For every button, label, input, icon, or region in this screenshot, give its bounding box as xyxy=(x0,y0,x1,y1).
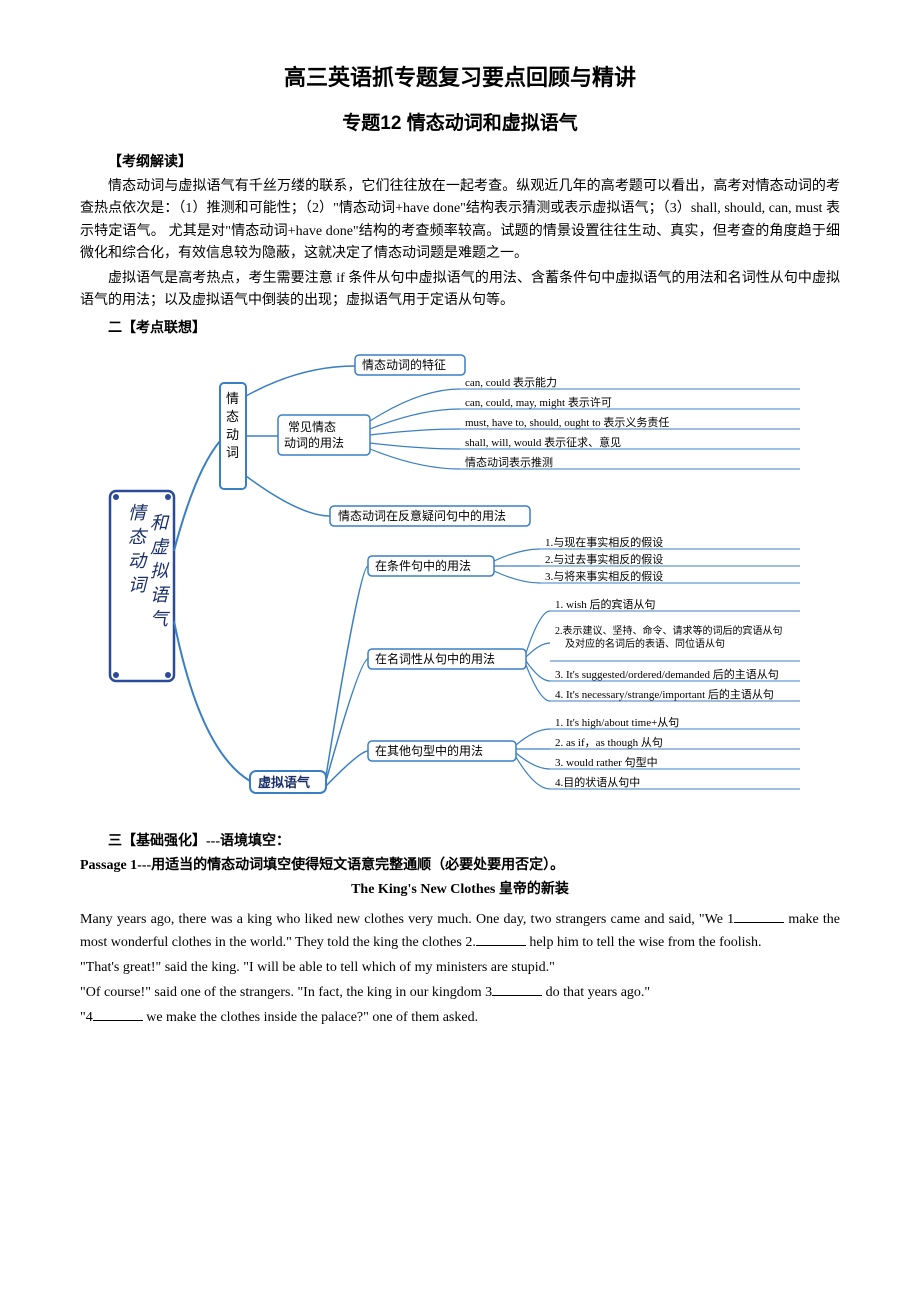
svg-text:虚: 虚 xyxy=(150,537,170,557)
modal-leaf-0: can, could 表示能力 xyxy=(465,375,557,389)
blank-4[interactable] xyxy=(93,1006,143,1021)
story-p4a: "4 xyxy=(80,1010,93,1025)
section3-head: 三【基础强化】---语境填空： xyxy=(80,831,840,853)
section1-para2: 虚拟语气是高考热点，考生需要注意 if 条件从句中虚拟语气的用法、含蓄条件句中虚… xyxy=(80,268,840,313)
branch-modal-label: 情 xyxy=(226,391,239,406)
subj-c3-leaf-2: 3. would rather 句型中 xyxy=(555,755,658,769)
story-p1a: Many years ago, there was a king who lik… xyxy=(80,912,734,927)
svg-text:情: 情 xyxy=(128,503,149,523)
svg-text:常见情态: 常见情态 xyxy=(288,420,336,434)
mindmap-diagram: 情 态 动 词 和 虚 拟 语 气 情 态 动 词 情态动词的特征 常见情态 动… xyxy=(80,351,840,811)
modal-leaf-3: shall, will, would 表示征求、意见 xyxy=(465,435,621,449)
subj-c1: 在条件句中的用法 xyxy=(375,558,471,573)
svg-text:语: 语 xyxy=(150,585,171,605)
svg-text:态: 态 xyxy=(226,409,239,424)
page-subtitle: 专题12 情态动词和虚拟语气 xyxy=(80,109,840,139)
branch-subj-label: 虚拟语气 xyxy=(258,775,310,790)
story-body: Many years ago, there was a king who lik… xyxy=(80,908,840,1030)
subj-c2-leaf-3: 4. It's necessary/strange/important 后的主语… xyxy=(555,687,774,701)
svg-text:及对应的名词后的表语、同位语从句: 及对应的名词后的表语、同位语从句 xyxy=(565,637,725,650)
modal-leaf-1: can, could, may, might 表示许可 xyxy=(465,395,612,409)
subj-c1-leaf-1: 2.与过去事实相反的假设 xyxy=(545,552,663,566)
section2-head: 二【考点联想】 xyxy=(80,318,840,340)
svg-text:动: 动 xyxy=(226,427,239,442)
svg-text:词: 词 xyxy=(226,445,239,460)
svg-text:拟: 拟 xyxy=(150,561,170,581)
subj-c3-leaf-3: 4.目的状语从句中 xyxy=(555,775,640,789)
svg-text:态: 态 xyxy=(128,527,149,547)
blank-2[interactable] xyxy=(476,931,526,946)
section1-head: 【考纲解读】 xyxy=(80,152,840,174)
blank-3[interactable] xyxy=(492,981,542,996)
passage1-title: The King's New Clothes 皇帝的新装 xyxy=(80,879,840,901)
story-p3b: do that years ago." xyxy=(542,985,650,1000)
subj-c1-leaf-0: 1.与现在事实相反的假设 xyxy=(545,535,663,549)
story-p4b: we make the clothes inside the palace?" … xyxy=(143,1010,478,1025)
modal-n1: 情态动词的特征 xyxy=(362,357,446,372)
svg-text:动词的用法: 动词的用法 xyxy=(284,435,344,450)
story-p3a: "Of course!" said one of the strangers. … xyxy=(80,985,492,1000)
subj-c3-leaf-0: 1. It's high/about time+从句 xyxy=(555,716,679,729)
svg-text:动: 动 xyxy=(128,551,148,571)
svg-text:2.表示建议、坚持、命令、请求等的词后的宾语从句: 2.表示建议、坚持、命令、请求等的词后的宾语从句 xyxy=(555,624,783,637)
subj-c3: 在其他句型中的用法 xyxy=(375,743,483,758)
subj-c2-leaf-0: 1. wish 后的宾语从句 xyxy=(555,597,656,611)
subj-c1-leaf-2: 3.与将来事实相反的假设 xyxy=(545,569,663,583)
section1-para1: 情态动词与虚拟语气有千丝万缕的联系，它们往往放在一起考查。纵观近几年的高考题可以… xyxy=(80,176,840,266)
story-p1c: help him to tell the wise from the fooli… xyxy=(526,935,762,950)
subj-c3-leaf-1: 2. as if，as though 从句 xyxy=(555,736,663,749)
passage1-head: Passage 1---用适当的情态动词填空使得短文语意完整通顺（必要处要用否定… xyxy=(80,855,840,877)
subj-c2-leaf-2: 3. It's suggested/ordered/demanded 后的主语从… xyxy=(555,667,779,681)
svg-text:词: 词 xyxy=(128,575,149,595)
blank-1[interactable] xyxy=(734,908,784,923)
svg-text:和: 和 xyxy=(150,513,170,533)
story-p2: "That's great!" said the king. "I will b… xyxy=(80,957,840,979)
modal-leaf-2: must, have to, should, ought to 表示义务责任 xyxy=(465,415,669,429)
modal-leaf-4: 情态动词表示推测 xyxy=(465,455,553,469)
subj-c2: 在名词性从句中的用法 xyxy=(375,651,495,666)
svg-text:气: 气 xyxy=(150,609,170,629)
modal-n3: 情态动词在反意疑问句中的用法 xyxy=(338,508,506,523)
page-title: 高三英语抓专题复习要点回顾与精讲 xyxy=(80,60,840,95)
